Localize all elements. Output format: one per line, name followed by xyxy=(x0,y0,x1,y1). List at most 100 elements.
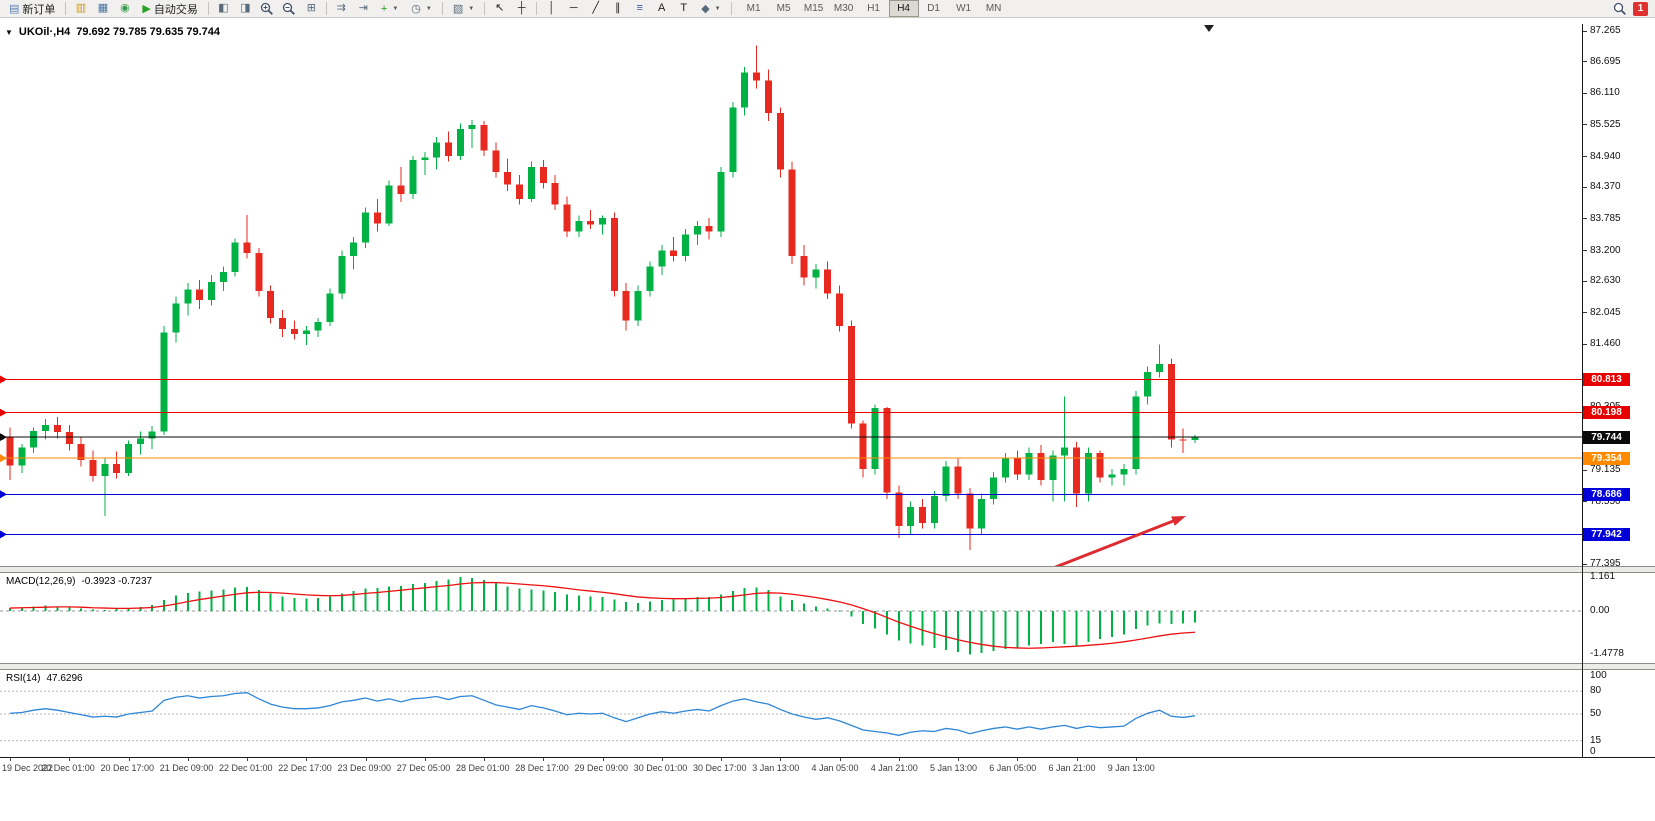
text-icon-glyph: A xyxy=(658,2,666,14)
timeframe-button-h1[interactable]: H1 xyxy=(867,3,880,14)
time-tick-label: 22 Dec 01:00 xyxy=(219,763,273,773)
templates-button[interactable]: ▧ ▼ xyxy=(447,0,480,17)
collapse-panel-icon[interactable]: ▼ xyxy=(5,27,13,37)
time-tick-label: 9 Jan 13:00 xyxy=(1107,763,1155,773)
time-tick-label: 4 Jan 05:00 xyxy=(811,763,859,773)
crosshair-icon[interactable]: ┼ xyxy=(511,0,532,17)
rsi-axis-label: 80 xyxy=(1590,685,1602,697)
text-icon[interactable]: A xyxy=(651,0,672,17)
price-tick-label: 86.110 xyxy=(1590,87,1620,99)
market-watch-icon[interactable]: ▥ xyxy=(70,0,91,17)
new-chart-icon-glyph: ◧ xyxy=(218,2,229,14)
time-axis[interactable]: 19 Dec 2022 20 Dec 01:00 20 Dec 17:00 21 De… xyxy=(0,757,1655,775)
time-tick-mark xyxy=(1135,758,1137,761)
horizontal-line-icon-glyph: ─ xyxy=(569,2,578,14)
price-tick-mark xyxy=(1583,563,1587,565)
timeframe-button-m1[interactable]: M1 xyxy=(746,3,761,14)
rsi-indicator-label: RSI(14) 47.6296 xyxy=(6,673,83,684)
horizontal-line-icon[interactable]: ─ xyxy=(563,0,584,17)
macd-signal-line xyxy=(9,581,1196,649)
label-icon-glyph: T xyxy=(680,2,688,14)
indicators-button[interactable]: + ▼ xyxy=(375,0,404,17)
time-tick-label: 6 Jan 21:00 xyxy=(1048,763,1096,773)
time-tick-mark xyxy=(1076,758,1078,761)
trend-arrow-annotation[interactable] xyxy=(1048,516,1186,566)
auto-scroll-icon[interactable]: ⇉ xyxy=(331,0,352,17)
toolbar-separator xyxy=(484,2,486,15)
symbol-period-label: UKOil·,H4 xyxy=(18,26,71,38)
periods-button[interactable]: ◷ ▼ xyxy=(405,0,438,17)
market-watch-icon-glyph: ▥ xyxy=(75,2,87,14)
toolbar-separator xyxy=(730,2,732,15)
data-window-icon-glyph: ▦ xyxy=(97,2,109,14)
time-tick-mark xyxy=(602,758,604,761)
zoom-in-icon[interactable] xyxy=(257,0,278,17)
dropdown-caret-icon: ▼ xyxy=(392,5,399,12)
price-axis[interactable]: 87.265 86.695 86.110 85.525 84.940 84.370 83.7… xyxy=(1583,18,1655,775)
price-tick-mark xyxy=(1583,30,1587,32)
price-tick-mark xyxy=(1583,124,1587,126)
time-tick-label: 6 Jan 05:00 xyxy=(989,763,1037,773)
vertical-line-icon-glyph: │ xyxy=(548,2,556,14)
autotrading-button[interactable]: ▶ 自动交易 xyxy=(136,0,203,17)
profiles-icon[interactable]: ◨ xyxy=(235,0,256,17)
new-chart-icon[interactable]: ◧ xyxy=(213,0,234,17)
indicators-glyph: + xyxy=(380,2,388,15)
time-tick-label: 4 Jan 21:00 xyxy=(870,763,918,773)
chart-shift-marker[interactable] xyxy=(1204,25,1214,32)
channel-icon-glyph: ∥ xyxy=(614,2,621,14)
cursor-icon[interactable]: ↖ xyxy=(489,0,510,17)
macd-canvas[interactable] xyxy=(0,573,1582,663)
new-order-glyph: ▤ xyxy=(9,3,20,15)
timeframe-button-m5[interactable]: M5 xyxy=(776,3,791,14)
price-chart-canvas[interactable] xyxy=(0,24,1582,566)
trendline-icon[interactable]: ╱ xyxy=(585,0,606,17)
level-left-marker xyxy=(0,375,7,384)
channel-icon[interactable]: ∥ xyxy=(607,0,628,17)
ohlc-values: 79.692 79.785 79.635 79.744 xyxy=(76,26,221,38)
time-tick-mark xyxy=(365,758,367,761)
price-tick-label: 84.940 xyxy=(1590,150,1621,162)
chart-shift-icon[interactable]: ⇥ xyxy=(353,0,374,17)
price-tick-label: 82.045 xyxy=(1590,306,1621,318)
arrows-glyph: ◆ xyxy=(701,3,710,15)
fibonacci-icon[interactable]: ≡ xyxy=(629,0,650,17)
time-tick-mark xyxy=(898,758,900,761)
profiles-icon-glyph: ◨ xyxy=(240,2,251,14)
periods-glyph: ◷ xyxy=(411,3,421,15)
timeframe-button-m30[interactable]: M30 xyxy=(833,3,854,14)
dropdown-caret-icon: ▼ xyxy=(714,5,721,12)
tile-windows-icon[interactable]: ⊞ xyxy=(301,0,322,17)
timeframe-button-h4[interactable]: H4 xyxy=(888,0,919,17)
time-tick-mark xyxy=(780,758,782,761)
time-tick-label: 29 Dec 09:00 xyxy=(574,763,629,773)
toolbar-separator xyxy=(65,2,67,15)
timeframe-button-w1[interactable]: W1 xyxy=(956,3,972,14)
rsi-canvas[interactable] xyxy=(0,670,1582,757)
label-icon[interactable]: T xyxy=(673,0,694,17)
notification-badge[interactable]: 1 xyxy=(1633,1,1648,16)
price-tag-80.198: 80.198 xyxy=(1583,406,1630,420)
rsi-window-separator[interactable] xyxy=(0,663,1655,670)
horizontal-level-lines[interactable] xyxy=(0,375,1582,539)
data-window-icon[interactable]: ▦ xyxy=(92,0,113,17)
timeframe-button-d1[interactable]: D1 xyxy=(927,3,940,14)
time-tick-label: 23 Dec 09:00 xyxy=(337,763,392,773)
macd-values: -0.3923 -0.7237 xyxy=(81,576,153,587)
price-tick-mark xyxy=(1583,156,1587,158)
time-tick-mark xyxy=(958,758,959,761)
navigator-icon[interactable]: ◉ xyxy=(114,0,135,17)
time-tick-mark xyxy=(247,758,248,761)
arrows-button[interactable]: ◆ ▼ xyxy=(695,0,726,17)
timeframe-button-mn[interactable]: MN xyxy=(985,3,1002,14)
time-tick-label: 19 Dec 2022 xyxy=(2,763,54,773)
search-icon[interactable] xyxy=(1609,0,1630,17)
vertical-line-icon[interactable]: │ xyxy=(541,0,562,17)
rsi-axis-label: 15 xyxy=(1590,734,1602,746)
zoom-out-icon[interactable] xyxy=(279,0,300,17)
price-tick-label: 83.785 xyxy=(1590,212,1621,224)
new-order-button[interactable]: ▤ 新订单 xyxy=(3,0,61,17)
timeframe-button-m15[interactable]: M15 xyxy=(803,3,824,14)
macd-window-separator[interactable] xyxy=(0,566,1655,573)
level-left-marker xyxy=(0,408,7,417)
